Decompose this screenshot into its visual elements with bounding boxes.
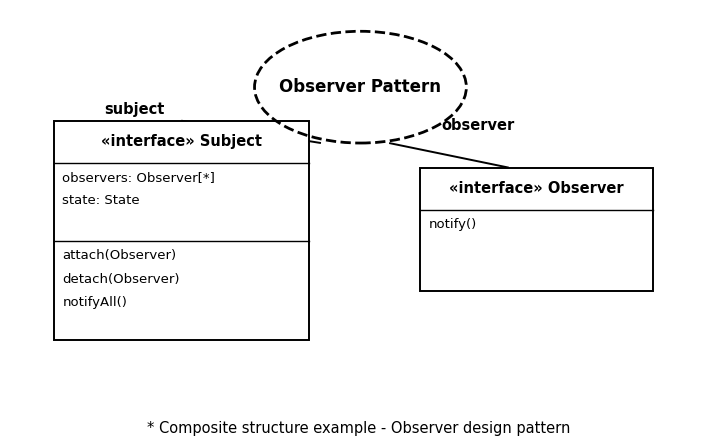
Text: observers: Observer[*]: observers: Observer[*]: [62, 171, 215, 184]
Text: detach(Observer): detach(Observer): [62, 273, 180, 286]
Text: «interface» Subject: «interface» Subject: [101, 135, 262, 149]
Text: state: State: state: State: [62, 194, 140, 207]
Text: * Composite structure example - Observer design pattern: * Composite structure example - Observer…: [147, 421, 571, 436]
Text: subject: subject: [104, 102, 164, 117]
Text: «interface» Observer: «interface» Observer: [449, 181, 624, 196]
Text: notify(): notify(): [429, 218, 477, 231]
Text: observer: observer: [442, 118, 515, 133]
Bar: [54, 121, 309, 340]
Text: Observer Pattern: Observer Pattern: [279, 78, 442, 96]
Bar: [420, 168, 653, 291]
Text: notifyAll(): notifyAll(): [62, 296, 127, 309]
Text: attach(Observer): attach(Observer): [62, 249, 177, 262]
